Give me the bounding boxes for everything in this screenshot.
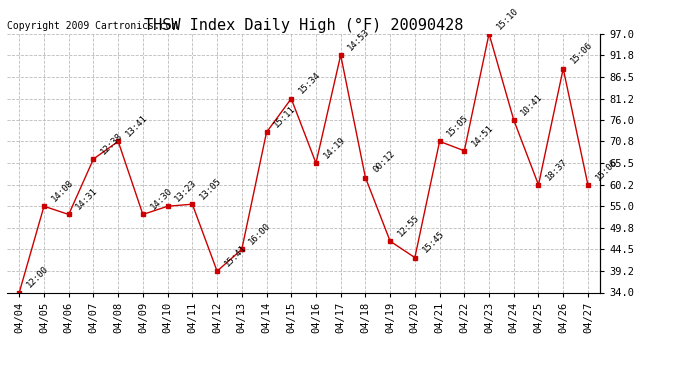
Text: 14:31: 14:31 (75, 186, 99, 211)
Text: 12:38: 12:38 (99, 131, 124, 156)
Text: 14:51: 14:51 (470, 123, 495, 148)
Text: 14:30: 14:30 (148, 186, 174, 211)
Text: 13:41: 13:41 (124, 113, 149, 139)
Text: 00:12: 00:12 (371, 149, 396, 175)
Text: 14:19: 14:19 (322, 135, 347, 160)
Text: 15:34: 15:34 (297, 70, 322, 96)
Text: 14:53: 14:53 (346, 27, 372, 52)
Text: 13:23: 13:23 (173, 178, 199, 204)
Text: 15:05: 15:05 (445, 113, 471, 139)
Text: 12:00: 12:00 (25, 264, 50, 290)
Text: 15:45: 15:45 (420, 230, 446, 255)
Text: 14:08: 14:08 (50, 178, 75, 204)
Text: 16:00: 16:00 (247, 221, 273, 247)
Text: 15:11: 15:11 (272, 104, 297, 129)
Text: 13:05: 13:05 (198, 176, 224, 201)
Text: 18:37: 18:37 (544, 157, 569, 182)
Text: 10:41: 10:41 (520, 92, 544, 117)
Text: 12:55: 12:55 (395, 213, 421, 238)
Text: 15:06: 15:06 (593, 157, 619, 182)
Text: 15:41: 15:41 (223, 243, 248, 268)
Text: Copyright 2009 Cartronics.com: Copyright 2009 Cartronics.com (7, 21, 177, 31)
Title: THSW Index Daily High (°F) 20090428: THSW Index Daily High (°F) 20090428 (144, 18, 463, 33)
Text: 15:10: 15:10 (495, 6, 520, 31)
Text: 15:06: 15:06 (569, 40, 594, 66)
